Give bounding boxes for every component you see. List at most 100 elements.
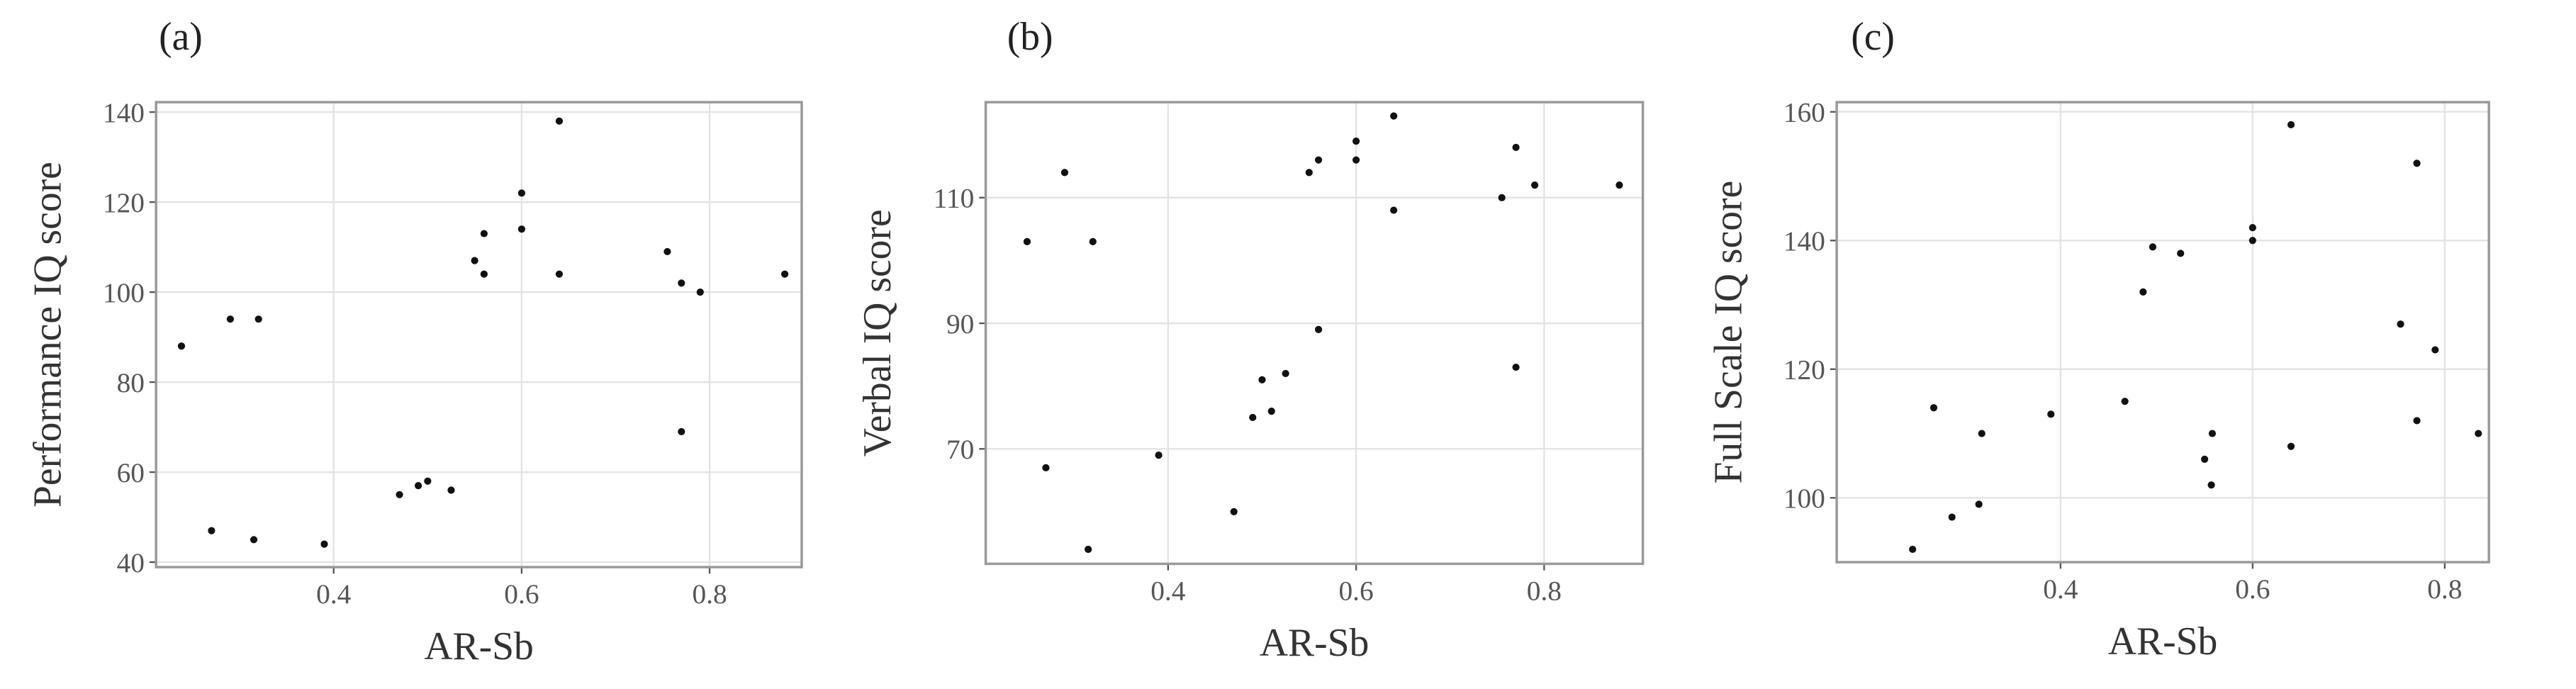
point bbox=[1258, 376, 1266, 383]
point bbox=[696, 288, 704, 296]
point bbox=[2177, 250, 2185, 257]
point bbox=[517, 189, 526, 197]
point bbox=[1230, 508, 1238, 515]
point bbox=[678, 279, 685, 287]
x-axis-label: AR-Sb bbox=[424, 624, 534, 668]
point bbox=[447, 486, 455, 494]
point bbox=[2431, 346, 2439, 354]
x-tick-label: 0.6 bbox=[504, 578, 539, 610]
point bbox=[320, 540, 328, 548]
y-tick-label: 80 bbox=[117, 367, 145, 398]
point bbox=[177, 342, 186, 350]
point bbox=[1615, 181, 1623, 189]
x-tick-label: 0.4 bbox=[316, 578, 352, 610]
point bbox=[424, 477, 432, 485]
point bbox=[678, 427, 685, 436]
panel-label: (a) bbox=[159, 15, 203, 59]
point bbox=[2139, 288, 2147, 296]
point bbox=[1155, 452, 1163, 459]
x-tick-label: 0.6 bbox=[2235, 573, 2270, 605]
point bbox=[1512, 363, 1520, 371]
point bbox=[2121, 398, 2129, 405]
y-tick-label: 70 bbox=[946, 434, 974, 465]
point bbox=[1282, 369, 1289, 378]
plot-area bbox=[985, 102, 1643, 564]
point bbox=[2207, 481, 2215, 489]
plot-border bbox=[155, 101, 803, 568]
point bbox=[250, 536, 258, 544]
point bbox=[1042, 464, 1050, 471]
point bbox=[2287, 121, 2295, 129]
point bbox=[2249, 224, 2256, 232]
point bbox=[555, 270, 564, 278]
y-tick-label: 120 bbox=[1783, 354, 1825, 386]
point bbox=[2397, 320, 2404, 328]
point bbox=[2475, 430, 2482, 437]
plot-border bbox=[984, 101, 1645, 566]
point bbox=[1089, 237, 1097, 245]
point bbox=[2413, 159, 2421, 167]
x-axis-label: AR-Sb bbox=[1260, 621, 1370, 665]
point bbox=[1305, 169, 1313, 177]
point bbox=[781, 270, 789, 278]
point bbox=[1353, 156, 1360, 164]
point bbox=[1314, 325, 1323, 334]
y-tick-label: 140 bbox=[103, 97, 145, 128]
x-tick-label: 0.8 bbox=[2427, 573, 2462, 605]
point bbox=[208, 527, 215, 534]
point bbox=[1390, 206, 1398, 214]
y-axis-label: Performance IQ score bbox=[26, 162, 70, 508]
point bbox=[1267, 407, 1275, 415]
point bbox=[555, 117, 564, 125]
point bbox=[2287, 442, 2295, 450]
x-tick-label: 0.8 bbox=[1527, 575, 1562, 606]
point bbox=[1530, 181, 1539, 189]
panel-label: (b) bbox=[1007, 15, 1053, 59]
point bbox=[1390, 112, 1398, 120]
point bbox=[1249, 413, 1257, 422]
point bbox=[2249, 237, 2256, 245]
y-tick-label: 100 bbox=[103, 277, 145, 308]
y-tick-label: 160 bbox=[1783, 97, 1825, 128]
point bbox=[2047, 410, 2055, 418]
y-tick-label: 40 bbox=[117, 547, 145, 578]
point bbox=[1975, 500, 1983, 508]
point bbox=[480, 230, 488, 237]
y-axis-label: Verbal IQ score bbox=[856, 209, 900, 456]
point bbox=[517, 225, 526, 233]
point bbox=[1060, 169, 1069, 177]
point bbox=[414, 482, 422, 490]
y-tick-label: 120 bbox=[103, 187, 145, 218]
y-tick-label: 90 bbox=[946, 308, 974, 340]
point bbox=[1909, 545, 1917, 554]
x-tick-label: 0.8 bbox=[692, 578, 727, 610]
point bbox=[480, 270, 488, 278]
plot-area bbox=[156, 102, 802, 568]
y-axis-label: Full Scale IQ score bbox=[1707, 181, 1751, 484]
plot-area bbox=[1837, 102, 2490, 563]
point bbox=[1498, 194, 1506, 201]
y-tick-label: 60 bbox=[117, 457, 145, 488]
point bbox=[2149, 243, 2156, 251]
plot-border bbox=[1835, 101, 2490, 564]
point bbox=[2413, 417, 2421, 425]
point bbox=[1023, 237, 1031, 245]
panel-label: (c) bbox=[1851, 15, 1895, 59]
point bbox=[1353, 137, 1360, 145]
y-tick-label: 100 bbox=[1783, 483, 1825, 514]
x-axis-label: AR-Sb bbox=[2108, 620, 2218, 663]
point bbox=[226, 315, 235, 323]
point bbox=[1085, 545, 1092, 554]
point bbox=[1512, 143, 1520, 152]
point bbox=[1314, 156, 1323, 164]
x-tick-label: 0.4 bbox=[2043, 573, 2078, 605]
point bbox=[471, 257, 478, 264]
point bbox=[2208, 430, 2217, 437]
point bbox=[254, 315, 262, 323]
point bbox=[663, 247, 671, 256]
point bbox=[1930, 404, 1938, 412]
x-tick-label: 0.4 bbox=[1150, 575, 1186, 606]
point bbox=[1948, 513, 1956, 521]
